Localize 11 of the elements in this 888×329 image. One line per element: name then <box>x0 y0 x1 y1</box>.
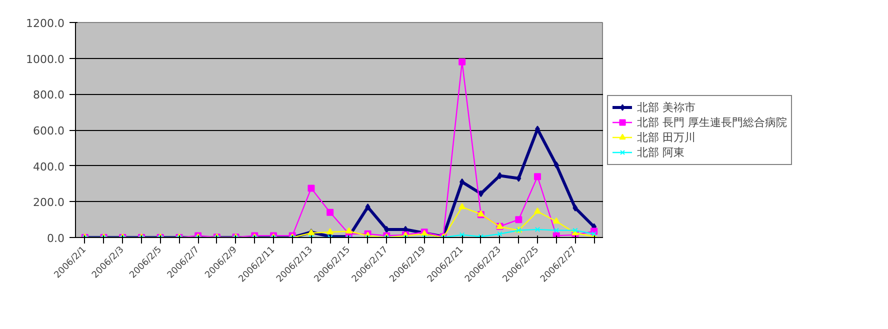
y-tick-label: 800.0 <box>33 88 65 102</box>
y-tick-label: 600.0 <box>33 124 65 138</box>
y-tick-label: 200.0 <box>33 196 65 210</box>
y-tick-label: 1000.0 <box>26 52 65 66</box>
legend-label: 北部 長門 厚生連長門総合病院 <box>637 114 787 130</box>
legend-label: 北部 美祢市 <box>637 100 696 114</box>
legend-label: 北部 阿東 <box>637 144 684 160</box>
y-tick-label: 0.0 <box>47 232 65 245</box>
y-tick-label: 400.0 <box>33 160 65 174</box>
legend-label: 北部 田万川 <box>637 130 696 144</box>
y-tick-label: 1200.0 <box>26 17 65 30</box>
